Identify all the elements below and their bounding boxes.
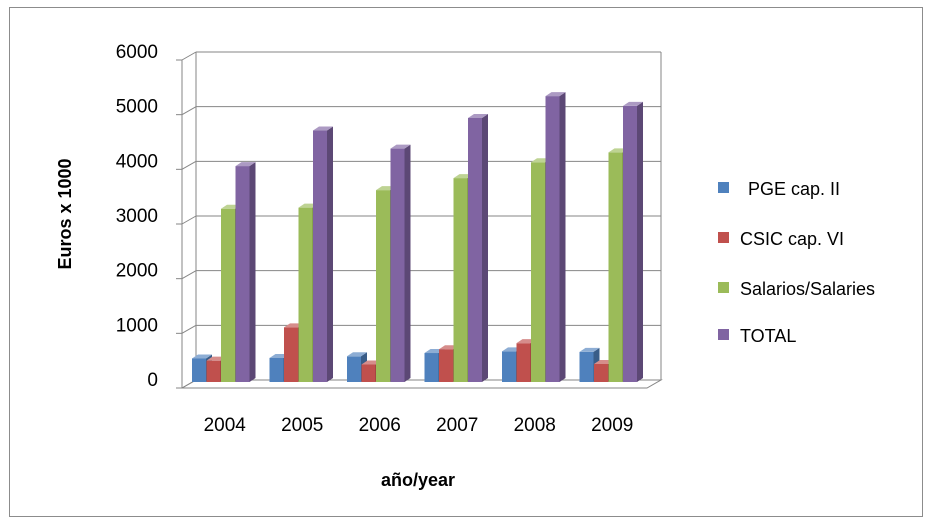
x-tick-label: 2004 [204,415,247,436]
bar-total-2007 [468,113,488,383]
gridline-side [181,324,197,334]
bar-total-2008 [545,92,566,383]
x-tick-label: 2008 [514,415,556,436]
bar-front [453,178,468,382]
bar-side [404,144,411,382]
bar-top [623,101,643,106]
bar-front [439,349,453,382]
bar-front [347,356,361,382]
bar-top [468,113,488,118]
y-tick-label: 0 [147,370,158,391]
y-tick-label: 3000 [116,206,158,227]
bar-front [284,327,298,382]
bar-side [249,162,256,382]
bars [192,92,643,383]
legend-label: PGE cap. II [748,179,840,199]
bar-front [313,130,327,382]
legend-item: TOTAL [718,326,796,346]
bar-top [579,347,600,352]
legend-swatch [718,232,729,243]
bar-front [623,105,637,382]
bar-top [313,126,333,131]
legend-item: CSIC cap. VI [718,229,844,249]
bar-total-2004 [235,162,256,382]
bar-side [637,101,643,382]
bar-side [559,92,566,383]
legend-label: CSIC cap. VI [740,229,844,249]
x-axis-tick-labels: 2004 2005 2006 2007 2008 2009 [204,415,634,436]
bar-front [390,148,405,382]
bar-front [298,207,313,382]
y-tick-label: 4000 [116,151,158,172]
bar-total-2005 [313,126,333,383]
legend-swatch [718,329,729,340]
bar-front [376,190,390,382]
gridline-side [181,270,197,280]
gridline-side [181,106,197,116]
bar-front [594,363,608,382]
bar-front [235,166,250,382]
legend-swatch [718,182,729,193]
bar-side [327,126,333,383]
bar-front [608,152,623,382]
x-tick-label: 2009 [591,415,633,436]
gridline-side [181,51,197,61]
bar-total-2009 [623,101,643,382]
x-axis-title: año/year [381,470,455,490]
bar-front [516,343,531,382]
x-tick-label: 2007 [436,415,478,436]
bar-front [502,351,516,382]
bar-total-2006 [390,144,411,382]
legend-item: PGE cap. II [718,179,840,199]
y-tick-label: 1000 [116,315,158,336]
bar-front [206,360,221,382]
bar-front [531,162,545,382]
bar-front [579,351,594,382]
bar-front [468,117,482,383]
bar-top [235,162,256,167]
bar-front [361,364,376,382]
bar-front [545,96,560,383]
y-axis-tick-labels: 0 1000 2000 3000 4000 5000 6000 [116,42,158,391]
y-axis-title: Euros x 1000 [55,158,75,269]
legend-label: Salarios/Salaries [740,279,875,299]
bar-top [545,92,566,97]
legend-label: TOTAL [740,326,796,346]
bar-side [482,113,488,383]
gridline-side [181,160,197,170]
bar-top [192,354,212,359]
bar-front [424,353,439,382]
bar-front [221,208,235,382]
legend: PGE cap. II CSIC cap. VI Salarios/Salaries… [718,179,875,346]
y-tick-label: 5000 [116,97,158,118]
x-tick-label: 2006 [359,415,401,436]
x-tick-label: 2005 [281,415,323,436]
bar-top [390,144,411,149]
legend-swatch [718,282,729,293]
y-tick-label: 6000 [116,42,158,63]
bar-top [347,352,367,357]
y-tick-label: 2000 [116,261,158,282]
gridline-side [181,215,197,225]
bar-front [269,357,284,382]
legend-item: Salarios/Salaries [718,279,875,299]
bar-front [192,358,206,382]
